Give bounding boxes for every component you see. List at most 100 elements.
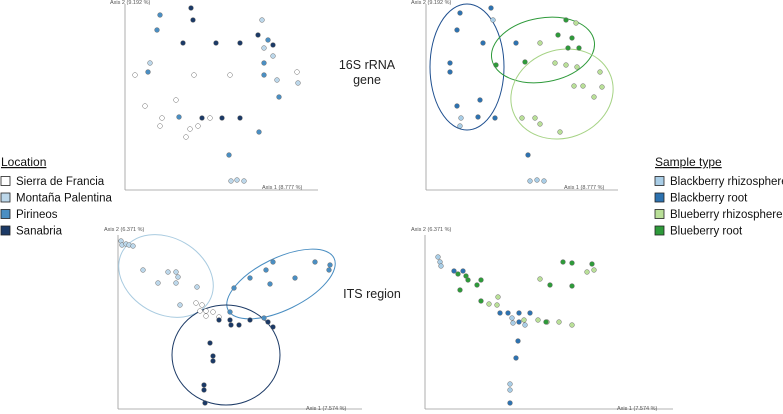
point-blackberry-rhizosphere: [490, 17, 496, 23]
ellipse-sanabria: [171, 304, 281, 406]
point-sierra-de-francia: [203, 313, 209, 319]
point-sierra-de-francia: [193, 300, 199, 306]
point-sanabria: [228, 322, 234, 328]
legend-location-label-sanabria: Sanabria: [16, 226, 63, 238]
point-pirineos: [312, 259, 318, 265]
point-blueberry-root: [576, 45, 582, 51]
point-blackberry-root: [454, 103, 460, 109]
point-blackberry-rhizosphere: [527, 178, 533, 184]
legend-sample-title: Sample type: [655, 155, 722, 169]
point-sierra-de-francia: [203, 308, 209, 314]
legend-location-swatch-pirineos: [0, 209, 11, 219]
point-blackberry-rhizosphere: [509, 315, 515, 321]
point-blueberry-root: [565, 45, 571, 51]
point-blueberry-rhizosphere: [556, 319, 562, 325]
point-blackberry-root: [460, 268, 466, 274]
point-pirineos: [226, 152, 232, 158]
point-blueberry-root: [555, 32, 561, 38]
point-sanabria: [202, 400, 208, 406]
ellipse-blueberry-root: [490, 16, 596, 84]
legend-location-title: Location: [1, 155, 46, 169]
point-sierra-de-francia: [187, 126, 193, 132]
point-blueberry-rhizosphere: [571, 83, 577, 89]
legend-location-swatch-montana-palentina: [0, 192, 11, 203]
point-montana-palentina: [234, 177, 240, 183]
legend-sample-swatch-blueberry-rhizosphere: [654, 209, 665, 219]
legend-location-label-montana-palentina: Montaña Palentina: [16, 193, 113, 205]
point-sanabria: [210, 358, 216, 364]
point-blueberry-root: [457, 287, 463, 293]
panel-2: Axis 2 (9.192 %) Axis 1 (8.777 %): [411, 0, 618, 191]
point-blueberry-root: [543, 319, 549, 325]
point-blackberry-rhizosphere: [534, 177, 540, 183]
point-pirineos: [261, 72, 267, 78]
point-blueberry-rhizosphere: [591, 267, 597, 273]
point-blueberry-rhizosphere: [519, 115, 525, 121]
ellipse-montana-palentina: [118, 234, 214, 318]
point-blackberry-rhizosphere: [435, 254, 441, 260]
point-blueberry-root: [569, 35, 575, 41]
point-sanabria: [270, 42, 276, 48]
point-sanabria: [219, 115, 225, 121]
point-blackberry-root: [457, 10, 463, 16]
legend-sample-swatch-blackberry-rhizosphere: [654, 176, 665, 186]
point-pirineos: [157, 12, 163, 18]
point-blackberry-rhizosphere: [541, 178, 547, 184]
point-pirineos: [227, 309, 233, 315]
point-blueberry-rhizosphere: [591, 94, 597, 100]
point-sierra-de-francia: [157, 123, 163, 129]
panel-4: Axis 2 (6.371 %) Axis 1 (7.574 %): [411, 227, 673, 412]
point-sanabria: [210, 353, 216, 359]
point-blueberry-rhizosphere: [494, 302, 500, 308]
point-montana-palentina: [259, 17, 265, 23]
point-blackberry-root: [447, 69, 453, 75]
point-blackberry-root: [516, 310, 522, 316]
point-pirineos: [276, 94, 282, 100]
legend-location: Location Sierra de Francia Montaña Palent…: [0, 155, 113, 238]
point-sanabria: [270, 324, 276, 330]
point-sanabria: [199, 115, 205, 121]
point-sierra-de-francia: [294, 69, 300, 75]
point-pirineos: [247, 275, 253, 281]
label-its-region: ITS region: [343, 287, 401, 301]
point-pirineos: [231, 285, 237, 291]
point-pirineos: [261, 60, 267, 66]
point-blueberry-root: [560, 259, 566, 265]
point-blueberry-rhizosphere: [584, 269, 590, 275]
point-sierra-de-francia: [199, 302, 205, 308]
point-montana-palentina: [130, 243, 136, 249]
point-blackberry-root: [515, 338, 521, 344]
point-sanabria: [237, 40, 243, 46]
point-pirineos: [256, 129, 262, 135]
point-blueberry-root: [589, 261, 595, 267]
point-sierra-de-francia: [173, 97, 179, 103]
legend-sample-label-blueberry-rhizosphere: Blueberry rhizosphere: [670, 209, 783, 221]
panel-3: Axis 2 (6.371 %) Axis 1 (7.574 %): [104, 227, 362, 412]
point-blackberry-root: [477, 97, 483, 103]
point-blackberry-rhizosphere: [510, 320, 516, 326]
point-blueberry-rhizosphere: [535, 317, 541, 323]
legend-location-label-sierra-de-francia: Sierra de Francia: [16, 176, 105, 188]
point-blueberry-root: [547, 282, 553, 288]
point-montana-palentina: [147, 60, 153, 66]
ellipse-pirineos: [226, 248, 336, 320]
point-blackberry-rhizosphere: [438, 263, 444, 269]
point-pirineos: [261, 315, 267, 321]
point-sanabria: [227, 317, 233, 323]
label-16s-line1: 16S rRNA: [339, 58, 396, 72]
point-sierra-de-francia: [191, 72, 197, 78]
point-montana-palentina: [177, 302, 183, 308]
point-sierra-de-francia: [210, 309, 216, 315]
ellipse-blueberry-rhizosphere: [510, 48, 614, 140]
point-blackberry-root: [507, 400, 513, 406]
legend-sample-type: Sample type Blackberry rhizosphere Blackb…: [654, 155, 783, 238]
legend-location-label-pirineos: Pirineos: [16, 209, 58, 221]
point-blackberry-root: [527, 310, 533, 316]
point-blackberry-rhizosphere: [507, 387, 513, 393]
point-blueberry-root: [569, 283, 575, 289]
point-blueberry-rhizosphere: [573, 20, 579, 26]
point-sanabria: [247, 317, 253, 323]
point-blackberry-root: [513, 355, 519, 361]
point-montana-palentina: [270, 53, 276, 59]
point-montana-palentina: [175, 274, 181, 280]
